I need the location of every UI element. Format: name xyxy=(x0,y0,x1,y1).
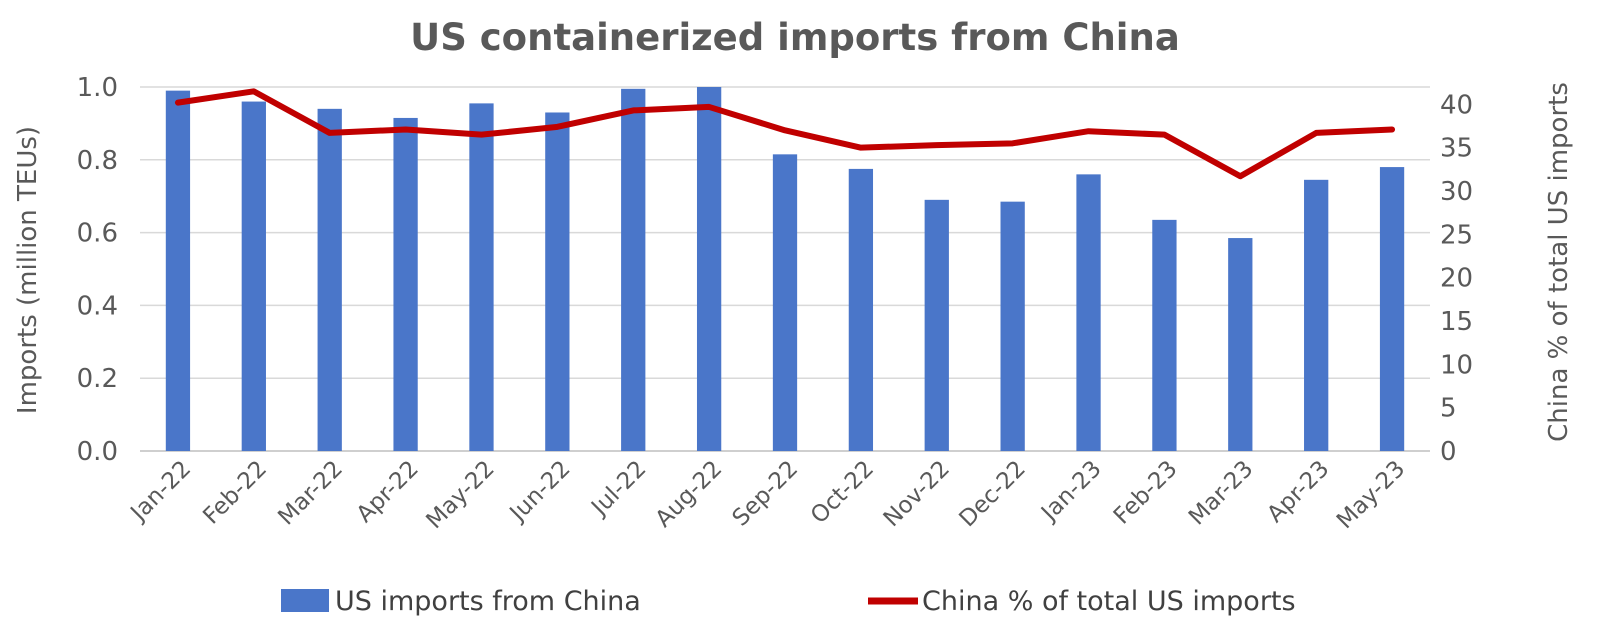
left-tick-label: 0.6 xyxy=(77,219,118,249)
x-tick-label: Aug-22 xyxy=(651,456,728,533)
right-tick-label: 40 xyxy=(1440,90,1473,120)
bar-apr-23 xyxy=(1304,179,1329,451)
x-tick-label: Mar-22 xyxy=(273,456,348,531)
bar-series xyxy=(165,87,1405,452)
right-tick-label: 35 xyxy=(1440,134,1473,164)
right-axis-label: China % of total US imports xyxy=(1544,82,1574,442)
right-tick-label: 20 xyxy=(1440,264,1473,294)
x-tick-label: Jun-22 xyxy=(504,456,576,528)
left-tick-label: 1.0 xyxy=(77,73,118,103)
x-tick-label: May-22 xyxy=(421,456,499,534)
bar-may-22 xyxy=(469,103,494,451)
right-tick-label: 25 xyxy=(1440,220,1473,250)
right-axis-ticks: 0 5 10 15 20 25 30 35 40 xyxy=(1440,90,1473,467)
left-tick-label: 0.2 xyxy=(77,364,118,394)
bar-jan-22 xyxy=(165,90,191,451)
x-tick-label: Dec-22 xyxy=(954,456,1030,532)
right-tick-label: 30 xyxy=(1440,177,1473,207)
left-tick-label: 0.8 xyxy=(77,146,118,176)
x-tick-label: Mar-23 xyxy=(1184,456,1259,531)
right-tick-label: 10 xyxy=(1440,350,1473,380)
legend-bar-swatch xyxy=(281,589,329,612)
x-tick-label: Sep-22 xyxy=(728,456,804,532)
left-tick-label: 0.4 xyxy=(77,291,118,321)
x-tick-label: Apr-23 xyxy=(1262,456,1334,528)
bar-mar-22 xyxy=(317,108,342,451)
left-axis-label: Imports (million TEUs) xyxy=(13,126,43,414)
legend-line-label: China % of total US imports xyxy=(922,586,1296,617)
legend-bar-label: US imports from China xyxy=(335,586,641,617)
bar-feb-22 xyxy=(241,101,266,451)
x-tick-label: May-23 xyxy=(1332,456,1410,534)
line-series xyxy=(174,88,1396,180)
x-tick-label: Jul-22 xyxy=(585,456,651,522)
bar-may-23 xyxy=(1379,167,1405,451)
bar-jun-22 xyxy=(545,112,570,451)
right-tick-label: 5 xyxy=(1440,394,1457,424)
legend: US imports from China China % of total U… xyxy=(281,586,1296,617)
bar-jul-22 xyxy=(621,88,646,451)
left-axis-ticks: 0.0 0.2 0.4 0.6 0.8 1.0 xyxy=(77,73,118,467)
bar-apr-22 xyxy=(393,117,418,451)
bar-dec-22 xyxy=(1000,201,1025,451)
x-tick-label: Feb-22 xyxy=(198,456,272,530)
bar-sep-22 xyxy=(772,154,798,451)
x-tick-label: Apr-22 xyxy=(352,456,424,528)
x-tick-label: Feb-23 xyxy=(1109,456,1183,530)
right-tick-label: 0 xyxy=(1440,437,1457,467)
right-tick-label: 15 xyxy=(1440,307,1473,337)
x-tick-label: Jan-23 xyxy=(1035,456,1106,527)
bar-feb-23 xyxy=(1152,219,1177,451)
bar-mar-23 xyxy=(1228,238,1253,451)
x-tick-label: Oct-22 xyxy=(806,456,879,529)
left-tick-label: 0.0 xyxy=(77,437,118,467)
x-tick-label: Jan-22 xyxy=(125,456,196,527)
chart-title: US containerized imports from China xyxy=(410,16,1180,59)
bar-jan-23 xyxy=(1076,174,1101,452)
bar-nov-22 xyxy=(924,199,949,451)
bar-aug-22 xyxy=(696,87,722,451)
bar-oct-22 xyxy=(848,168,874,451)
x-tick-label: Nov-22 xyxy=(879,456,955,532)
